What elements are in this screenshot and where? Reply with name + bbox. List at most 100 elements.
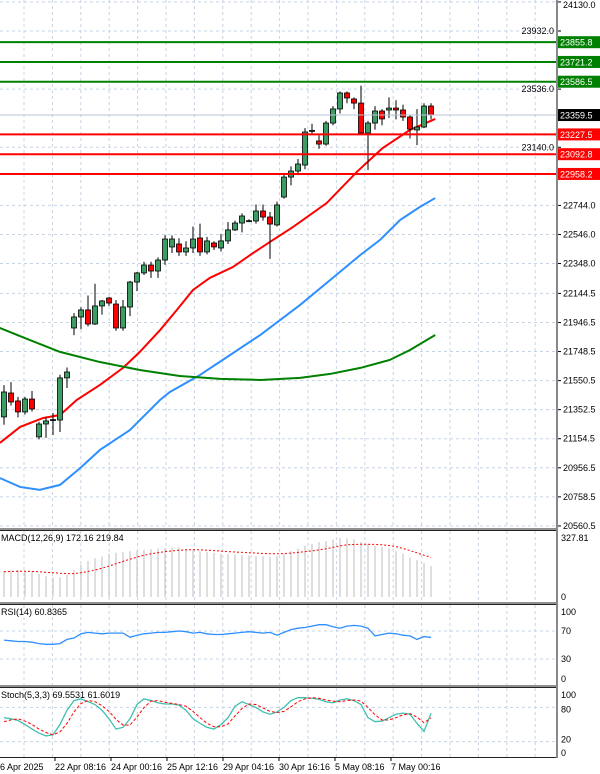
- level-label-bg: [558, 36, 600, 49]
- candle: [162, 235, 168, 265]
- price-tick-label: 23932.0: [521, 26, 554, 36]
- candle-body: [64, 371, 70, 379]
- candle-body: [57, 377, 63, 421]
- candle-body: [372, 110, 378, 124]
- candle-body: [106, 297, 112, 304]
- level-label: 23855.8: [560, 38, 593, 48]
- candle: [176, 238, 182, 256]
- time-label: 30 Apr 16:16: [279, 762, 330, 772]
- candle: [134, 272, 140, 292]
- stoch-title: Stoch(5,3,3) 69.5531 61.6019: [1, 690, 120, 700]
- candle-body: [92, 305, 98, 325]
- level-label: 23721.2: [560, 57, 593, 67]
- rsi-level-label: 30: [561, 654, 571, 664]
- candle: [379, 109, 385, 126]
- price-tick-label: 20956.5: [563, 463, 596, 473]
- candle: [267, 211, 273, 259]
- moving-average-line-0: [0, 118, 436, 444]
- macd-title: MACD(12,26,9) 172.16 219.84: [1, 533, 124, 543]
- price-tick-label: 21946.5: [563, 317, 596, 327]
- stoch-level-label: 0: [561, 748, 566, 758]
- candle: [190, 226, 196, 253]
- candle-body: [85, 309, 91, 325]
- candle: [64, 367, 70, 389]
- price-tick-label: 23536.0: [521, 84, 554, 94]
- candle: [260, 204, 266, 221]
- current-price-label: 23359.5: [560, 111, 593, 121]
- candle: [1, 385, 7, 425]
- candle: [232, 220, 238, 231]
- candle-body: [134, 272, 140, 283]
- candle: [127, 280, 133, 317]
- candle: [218, 233, 224, 252]
- candle-body: [407, 116, 413, 130]
- candle: [337, 91, 343, 114]
- candle: [85, 295, 91, 327]
- macd-signal-line: [3, 543, 432, 575]
- candle: [323, 120, 329, 146]
- candle: [295, 159, 301, 176]
- price-tick-label: 22348.0: [563, 259, 596, 269]
- level-label-bg: [558, 148, 600, 161]
- candle: [71, 313, 77, 336]
- candle-body: [197, 237, 203, 253]
- candle-body: [162, 238, 168, 261]
- candle-body: [22, 398, 28, 413]
- candle-body: [260, 210, 266, 218]
- candle: [351, 97, 357, 110]
- level-label-bg: [558, 55, 600, 68]
- candle-body: [190, 238, 196, 249]
- candle-body: [127, 281, 133, 308]
- candle-body: [71, 316, 77, 329]
- candle: [155, 257, 161, 278]
- candle-body: [330, 108, 336, 124]
- time-label: 5 May 08:16: [335, 762, 385, 772]
- level-label-bg: [558, 128, 600, 141]
- candle: [274, 201, 280, 227]
- candle: [106, 297, 112, 306]
- price-tick-label: 21550.5: [563, 376, 596, 386]
- candle: [393, 100, 399, 120]
- candle-body: [155, 259, 161, 272]
- current-price-label-bg: [558, 109, 600, 122]
- candle: [428, 103, 434, 120]
- candle-body: [141, 264, 147, 274]
- time-label: 24 Apr 00:16: [111, 762, 162, 772]
- rsi-level-label: 70: [561, 626, 571, 636]
- candle: [400, 104, 406, 121]
- stoch-k-line: [3, 697, 432, 737]
- candle-body: [393, 107, 399, 111]
- candle-body: [400, 109, 406, 118]
- candle-body: [113, 303, 119, 329]
- time-label: 6 Apr 2025: [0, 762, 44, 772]
- candle: [386, 97, 392, 118]
- candle-body: [15, 400, 21, 413]
- candle: [372, 106, 378, 130]
- candle-body: [232, 222, 238, 231]
- candle: [204, 236, 210, 255]
- macd-zero-label: 0: [561, 592, 566, 602]
- candle: [22, 396, 28, 415]
- candle: [246, 219, 252, 223]
- price-tick-label: 20758.5: [563, 492, 596, 502]
- price-tick-label: 21352.5: [563, 405, 596, 415]
- candle: [8, 382, 14, 406]
- candle-body: [281, 176, 287, 198]
- candle-body: [239, 215, 245, 224]
- time-label: 29 Apr 04:16: [223, 762, 274, 772]
- candle: [358, 85, 364, 135]
- price-tick-label: 22744.0: [563, 200, 596, 210]
- stoch-d-line: [3, 697, 432, 736]
- candle: [183, 241, 189, 256]
- level-label: 23227.5: [560, 130, 593, 140]
- candle: [211, 241, 217, 251]
- level-label: 22958.2: [560, 169, 593, 179]
- candle-body: [169, 238, 175, 248]
- candle-body: [267, 216, 273, 225]
- candle: [15, 396, 21, 418]
- candle-body: [421, 105, 427, 128]
- candle-body: [414, 126, 420, 131]
- rsi-level-label: 0: [561, 674, 566, 684]
